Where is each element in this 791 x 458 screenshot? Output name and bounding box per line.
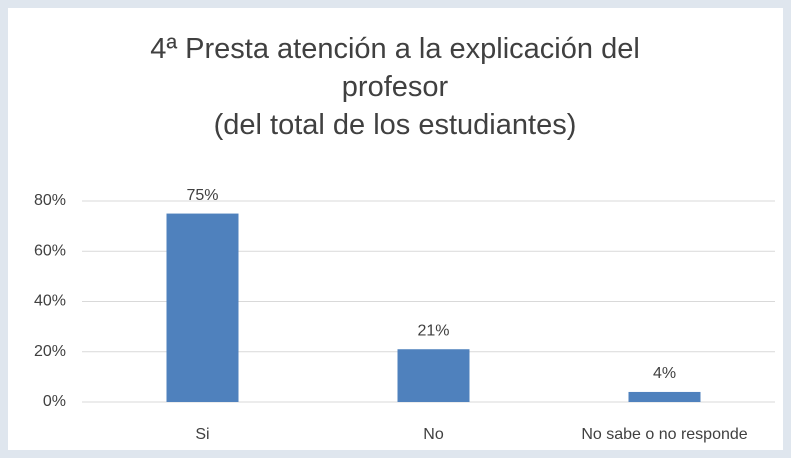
y-tick-label: 0% xyxy=(43,393,66,410)
value-label: 21% xyxy=(417,322,449,339)
x-tick-label: No sabe o no responde xyxy=(581,426,747,443)
chart-title-block: 4ª Presta atención a la explicación del … xyxy=(115,30,675,144)
x-tick-label: Si xyxy=(195,426,209,443)
x-tick-label: No xyxy=(423,426,444,443)
y-tick-label: 80% xyxy=(34,192,66,209)
y-tick-label: 40% xyxy=(34,293,66,310)
value-label: 75% xyxy=(186,187,218,204)
value-label: 4% xyxy=(653,365,676,382)
bar xyxy=(628,391,701,402)
y-tick-label: 20% xyxy=(34,343,66,360)
bar xyxy=(166,213,239,402)
bar xyxy=(397,349,470,402)
chart-title: 4ª Presta atención a la explicación del … xyxy=(150,33,640,103)
chart-subtitle: (del total de los estudiantes) xyxy=(213,109,577,141)
chart-area xyxy=(8,8,783,450)
y-tick-label: 60% xyxy=(34,242,66,259)
